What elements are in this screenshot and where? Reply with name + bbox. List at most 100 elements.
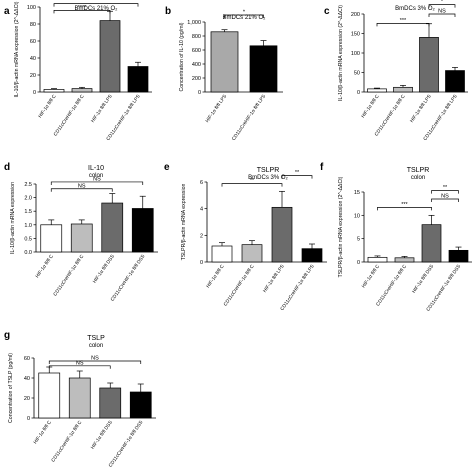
panel-title: TSLPR	[407, 167, 430, 174]
x-category-label: HIF-1α fl/fl C	[360, 93, 381, 119]
y-tick-label: 0	[200, 260, 203, 266]
bar	[419, 37, 439, 93]
y-tick-label: 60	[30, 39, 36, 45]
x-category-label: CD11cCreHIF-1α fl/fl LPS	[279, 264, 315, 312]
panel-subtitle: BmDCs 3% O₂	[248, 175, 288, 181]
panel-subtitle: BmDCs 21% O₂	[222, 15, 266, 21]
x-category-label: CD11cCreHIF-1α fl/fl C	[223, 263, 256, 307]
significance-label: NS	[78, 183, 86, 189]
y-axis-label: IL-10/β-actin mRNA expression (2^-ΔΔCt)	[14, 1, 20, 97]
bar	[367, 88, 387, 93]
panel-b: b BmDCs 21% O₂ 0 200 400 600 800 1,000Concentra…	[165, 6, 283, 142]
y-tick-label: 5	[357, 237, 360, 243]
bar	[241, 244, 263, 263]
x-category-label: HIF-1α fl/fl LPS	[90, 94, 114, 124]
bar	[40, 224, 63, 253]
y-tick-label: 200	[351, 12, 360, 18]
significance-label: ****	[78, 5, 87, 11]
bar	[445, 70, 465, 93]
significance-bracket	[53, 10, 111, 14]
panel-letter: f	[320, 162, 324, 173]
y-tick-label: 40	[30, 56, 36, 62]
significance-label: **	[295, 170, 300, 176]
y-axis-label: TSLPR/β-actin mRNA expression (2^-ΔΔCt)	[338, 176, 344, 277]
x-category-label: CD11cCreHIF-1α fl/fl DSS	[108, 420, 145, 469]
x-category-label: HIF-1α fl/fl DSS	[90, 420, 114, 451]
bar	[68, 377, 91, 419]
panel-title: IL-10	[88, 165, 104, 172]
significance-label: ***	[400, 18, 407, 24]
x-category-label: CD11cCreHIF-1α fl/fl C	[375, 263, 408, 307]
bar	[71, 88, 93, 93]
y-tick-label: 100	[351, 51, 360, 57]
y-axis-label: IL-10/β-actin mRNA expression (2^-ΔΔCt)	[338, 5, 344, 101]
significance-bracket	[48, 365, 111, 369]
y-tick-label: 400	[192, 62, 201, 68]
y-tick-label: 20	[24, 396, 30, 402]
bar	[38, 372, 61, 419]
panel-letter: e	[164, 162, 170, 173]
significance-label: NS	[441, 194, 449, 200]
significance-label: NS	[438, 9, 446, 15]
y-tick-label: 1.5	[24, 209, 32, 215]
y-tick-label: 0.5	[24, 236, 32, 242]
panel-a: a BmDCs 21% O₂ 0 20 40 60 80 100 IL-10/β-actin m…	[4, 0, 152, 142]
y-axis-label: IL-10/β-actin mRNA expression	[10, 182, 16, 254]
panel-subtitle: BmDCs 3% O₂	[395, 6, 435, 12]
x-category-label: HIF-1α fl/fl C	[37, 93, 58, 119]
bar	[249, 45, 278, 93]
bar	[271, 206, 293, 263]
significance-bracket	[224, 14, 264, 18]
bar	[301, 248, 323, 263]
x-category-label: HIF-1α fl/fl LPS	[262, 264, 286, 294]
x-category-label: CD11cCreHIF-1α fl/fl C	[50, 419, 83, 463]
x-category-label: CD11cCreHIF-1α fl/fl DSS	[110, 254, 147, 303]
y-tick-label: 1,000	[187, 20, 201, 26]
significance-bracket	[377, 207, 432, 211]
bar	[211, 245, 233, 263]
y-tick-label: 0	[198, 90, 201, 96]
y-tick-label: 2.0	[24, 196, 32, 202]
bar	[129, 391, 152, 419]
significance-label: **	[250, 178, 255, 184]
bar	[393, 86, 413, 93]
y-tick-label: 80	[30, 22, 36, 28]
bar	[70, 223, 93, 253]
y-axis-label: Concentration of IL-10 (pg/ml)	[179, 22, 185, 91]
significance-bracket	[48, 360, 142, 364]
panel-letter: a	[4, 6, 10, 17]
y-tick-label: 200	[192, 76, 201, 82]
y-tick-label: 600	[192, 48, 201, 54]
significance-bracket	[431, 198, 459, 202]
significance-bracket	[431, 190, 459, 194]
significance-label: ***	[401, 202, 408, 208]
bar	[99, 387, 122, 419]
panel-letter: d	[4, 162, 10, 173]
y-tick-label: 10	[354, 213, 360, 219]
significance-label: **	[443, 185, 448, 191]
panel-subtitle: colon	[411, 175, 425, 181]
panel-subtitle: BmDCs 21% O₂	[74, 6, 118, 12]
panel-subtitle: colon	[89, 173, 103, 179]
x-category-label: CD11cCreHIF-1α fl/fl C	[53, 93, 86, 137]
significance-bracket	[376, 23, 430, 27]
y-tick-label: 0	[357, 90, 360, 96]
y-tick-label: 60	[24, 356, 30, 362]
significance-label: NS	[93, 176, 101, 182]
bar	[421, 224, 442, 263]
y-tick-label: 15	[354, 190, 360, 196]
significance-label: NS	[91, 356, 99, 362]
significance-label: *	[243, 10, 246, 16]
significance-bracket	[50, 188, 113, 192]
panel-letter: c	[324, 6, 330, 17]
bar	[394, 257, 415, 263]
significance-label: *	[441, 0, 444, 5]
y-tick-label: 0.0	[24, 250, 32, 256]
bar	[101, 202, 124, 253]
y-tick-label: 0	[33, 90, 36, 96]
